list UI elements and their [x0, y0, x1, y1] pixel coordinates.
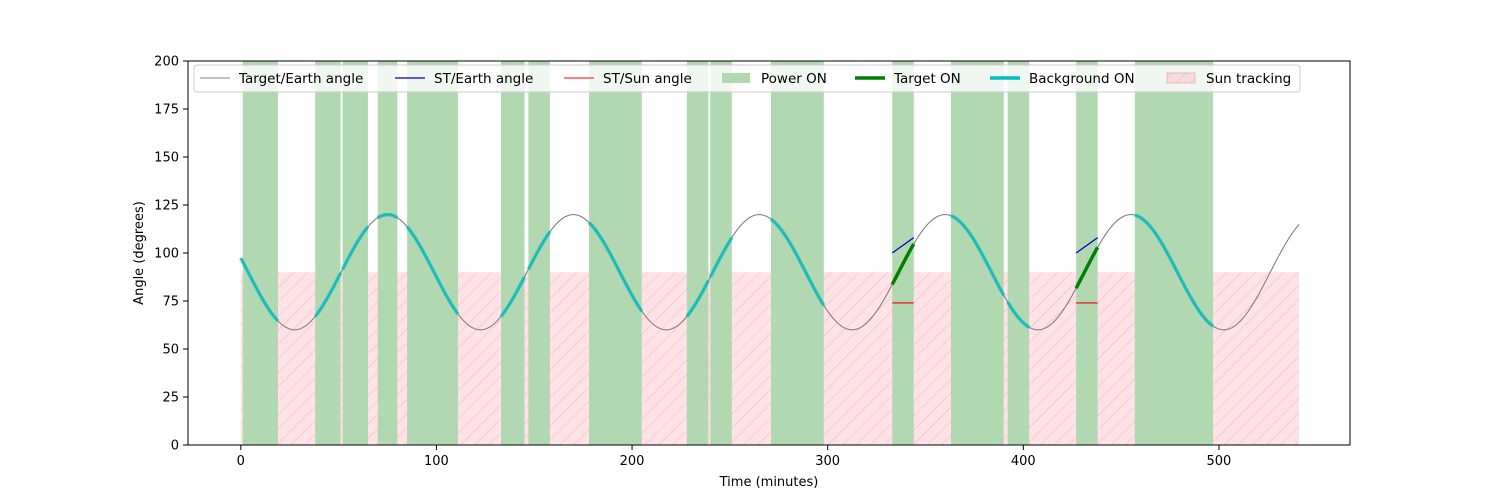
background-on-segment	[685, 279, 710, 318]
y-tick-label: 200	[154, 55, 179, 70]
power-on-span	[892, 61, 914, 445]
st-earth-angle-segment	[1075, 237, 1099, 254]
power-on-span	[1076, 61, 1098, 445]
power-on-span	[589, 61, 642, 445]
x-tick-label: 400	[1011, 454, 1036, 469]
background-on-segment	[405, 225, 460, 315]
legend-label: Sun tracking	[1206, 71, 1291, 87]
background-on-segment	[499, 276, 527, 318]
legend-label: Background ON	[1029, 71, 1135, 87]
legend-label: ST/Sun angle	[603, 71, 692, 87]
legend-label: Target/Earth angle	[238, 71, 363, 87]
background-on-segment	[587, 221, 644, 313]
y-tick-label: 100	[154, 247, 179, 262]
legend-swatch-hatch	[1167, 73, 1195, 83]
y-axis-label: Angle (degrees)	[132, 201, 147, 305]
x-tick-label: 0	[237, 454, 245, 469]
power-on-span	[500, 61, 525, 445]
background-on-segment	[313, 272, 343, 318]
legend-swatch	[722, 73, 750, 83]
background-on-segment	[376, 212, 399, 220]
background-on-segment	[340, 225, 370, 271]
y-tick-label: 25	[162, 391, 179, 406]
st-earth-angle-segment	[891, 237, 915, 254]
legend: Target/Earth angle ST/Earth angle ST/Sun a…	[193, 64, 1301, 93]
background-on-segment	[950, 214, 1006, 297]
y-tick-label: 75	[162, 295, 179, 310]
power-on-spans-layer	[242, 61, 1214, 445]
background-on-segment	[769, 217, 826, 307]
background-on-segment	[239, 257, 280, 323]
target-on-segment	[890, 243, 916, 286]
power-on-span	[342, 61, 368, 445]
power-on-span	[686, 61, 709, 445]
y-tick-label: 125	[154, 199, 179, 214]
angle-lines-layer	[239, 212, 1300, 331]
power-on-span	[950, 61, 1004, 445]
background-on-segment	[1134, 213, 1215, 328]
y-tick-label: 150	[154, 151, 179, 166]
x-tick-label: 200	[620, 454, 645, 469]
power-on-span	[1007, 61, 1030, 445]
legend-label: Power ON	[761, 71, 827, 87]
legend-label: ST/Earth angle	[434, 71, 533, 87]
target-on-segment	[1074, 246, 1100, 290]
x-tick-label: 500	[1207, 454, 1232, 469]
background-on-segment	[526, 230, 552, 271]
legend-label: Target ON	[893, 71, 961, 87]
power-on-span	[377, 61, 398, 445]
background-on-segment	[708, 236, 734, 278]
y-tick-label: 175	[154, 103, 179, 118]
y-tick-label: 50	[162, 343, 179, 358]
power-on-span	[528, 61, 550, 445]
y-tick-label: 0	[171, 439, 179, 454]
power-on-span	[315, 61, 341, 445]
x-axis-label: Time (minutes)	[719, 475, 819, 490]
x-tick-label: 300	[815, 454, 840, 469]
power-on-span	[407, 61, 458, 445]
background-on-segment	[1006, 301, 1031, 329]
axis-ticks-layer: 0 100 200 300 400 500 0 25 50 75 100 125 150 175 200	[154, 55, 1231, 470]
power-on-span	[242, 61, 278, 445]
x-tick-label: 100	[424, 454, 449, 469]
power-on-span	[1134, 61, 1214, 445]
